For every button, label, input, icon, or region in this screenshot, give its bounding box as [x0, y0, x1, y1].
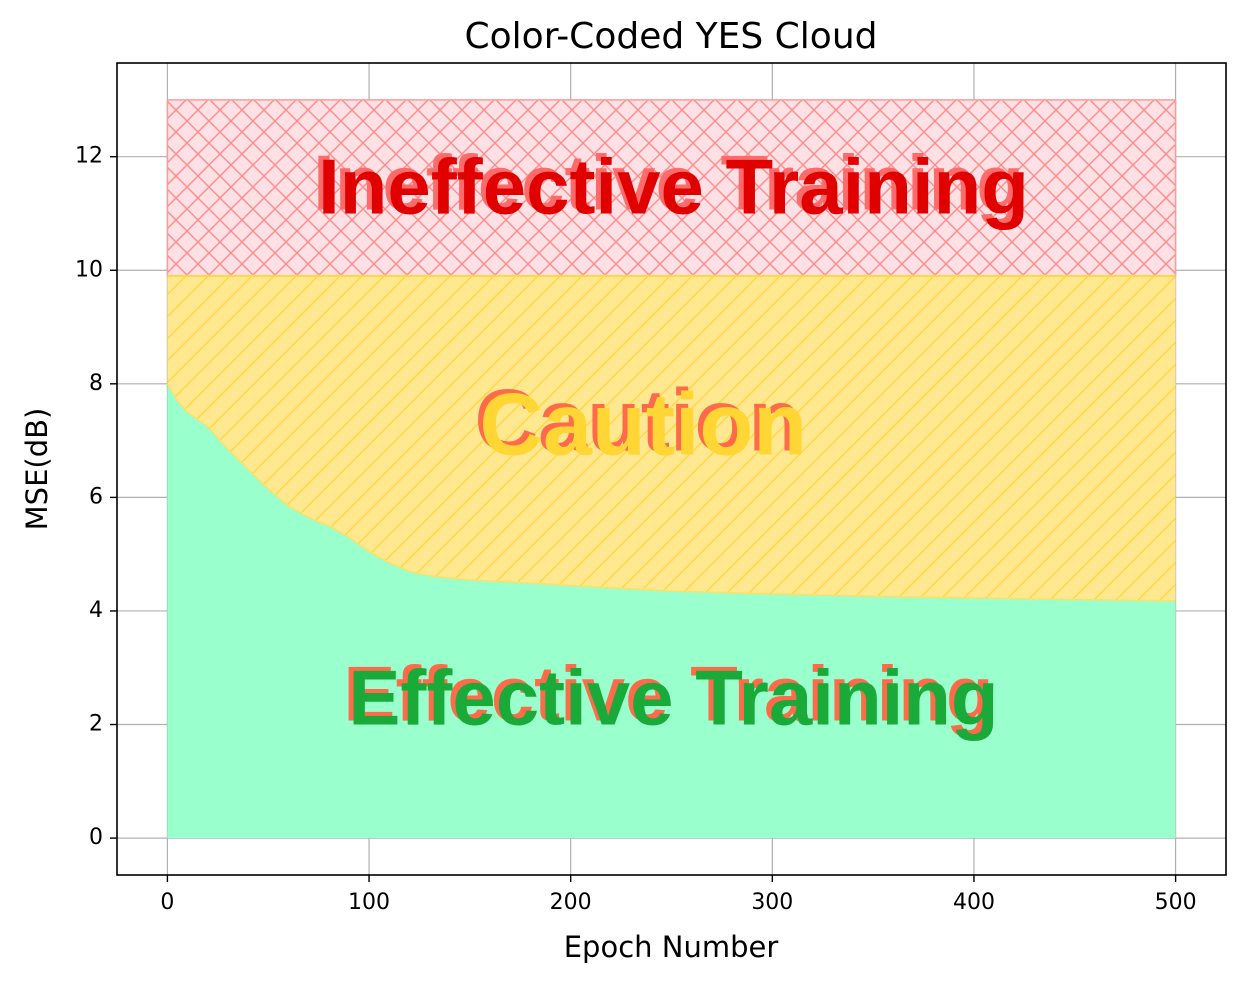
region-caution-hatch [167, 275, 1176, 601]
x-axis-ticks: 0 100 200 300 400 500 [160, 875, 1197, 915]
y-tick-label: 10 [75, 257, 103, 282]
region-ineffective-hatch [166, 99, 1177, 277]
x-tick-label: 300 [751, 890, 793, 915]
region-label-shadow: Effective Training [343, 649, 993, 737]
regions [166, 99, 1177, 839]
region-effective [167, 383, 1176, 839]
x-tick-label: 500 [1155, 890, 1197, 915]
y-tick-label: 4 [89, 598, 103, 623]
region-label: Effective Training [348, 653, 998, 741]
region-label-shadow: Ineffective Training [313, 138, 1024, 226]
y-tick-label: 8 [89, 371, 103, 396]
region-label: Caution [479, 375, 807, 474]
x-axis-label: Epoch Number [564, 930, 779, 964]
boundary-curve [166, 383, 1176, 602]
x-tick-label: 0 [160, 890, 174, 915]
y-tick-label: 2 [89, 712, 103, 737]
region-label: Ineffective Training [318, 142, 1029, 230]
y-tick-label: 12 [75, 144, 103, 169]
y-axis-label: MSE(dB) [20, 408, 54, 531]
y-tick-label: 6 [89, 484, 103, 509]
plot-frame [116, 62, 1227, 876]
chart-title: Color-Coded YES Cloud [465, 16, 878, 57]
x-tick-label: 200 [550, 890, 592, 915]
y-axis-ticks: 0 2 4 6 8 10 12 [75, 144, 117, 850]
x-tick-label: 400 [953, 890, 995, 915]
x-tick-label: 100 [348, 890, 390, 915]
y-tick-label: 0 [89, 825, 103, 850]
region-label-shadow: Caution [474, 371, 802, 470]
